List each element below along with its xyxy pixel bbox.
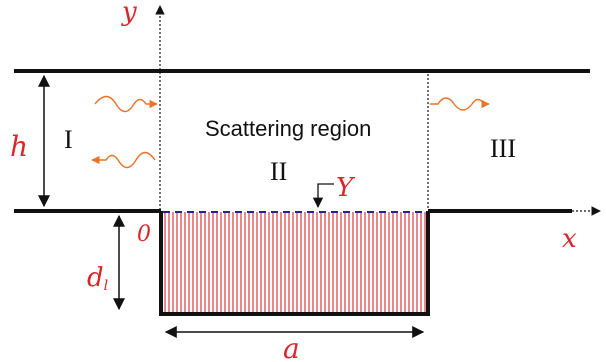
cavity-walls [159,211,430,316]
height-label: h [10,130,28,163]
scattering-region-label: Scattering region [205,116,371,141]
width-label: a [283,332,300,362]
y-axis-label: y [121,0,137,27]
depth-subscript: l [104,278,108,294]
interface-leader [312,183,334,209]
interface-label: Y [336,173,356,203]
region-left-label: I [64,125,73,154]
x-axis-label: x [562,224,577,254]
depth-label: dl [87,263,108,294]
region-right-label: III [490,134,516,163]
region-middle-label: II [270,157,287,186]
reflected-wave-icon [91,151,156,169]
incident-wave-icon [94,95,158,113]
origin-label: 0 [137,222,151,247]
transmitted-wave-icon [430,97,490,111]
cavity-fill [161,212,428,314]
